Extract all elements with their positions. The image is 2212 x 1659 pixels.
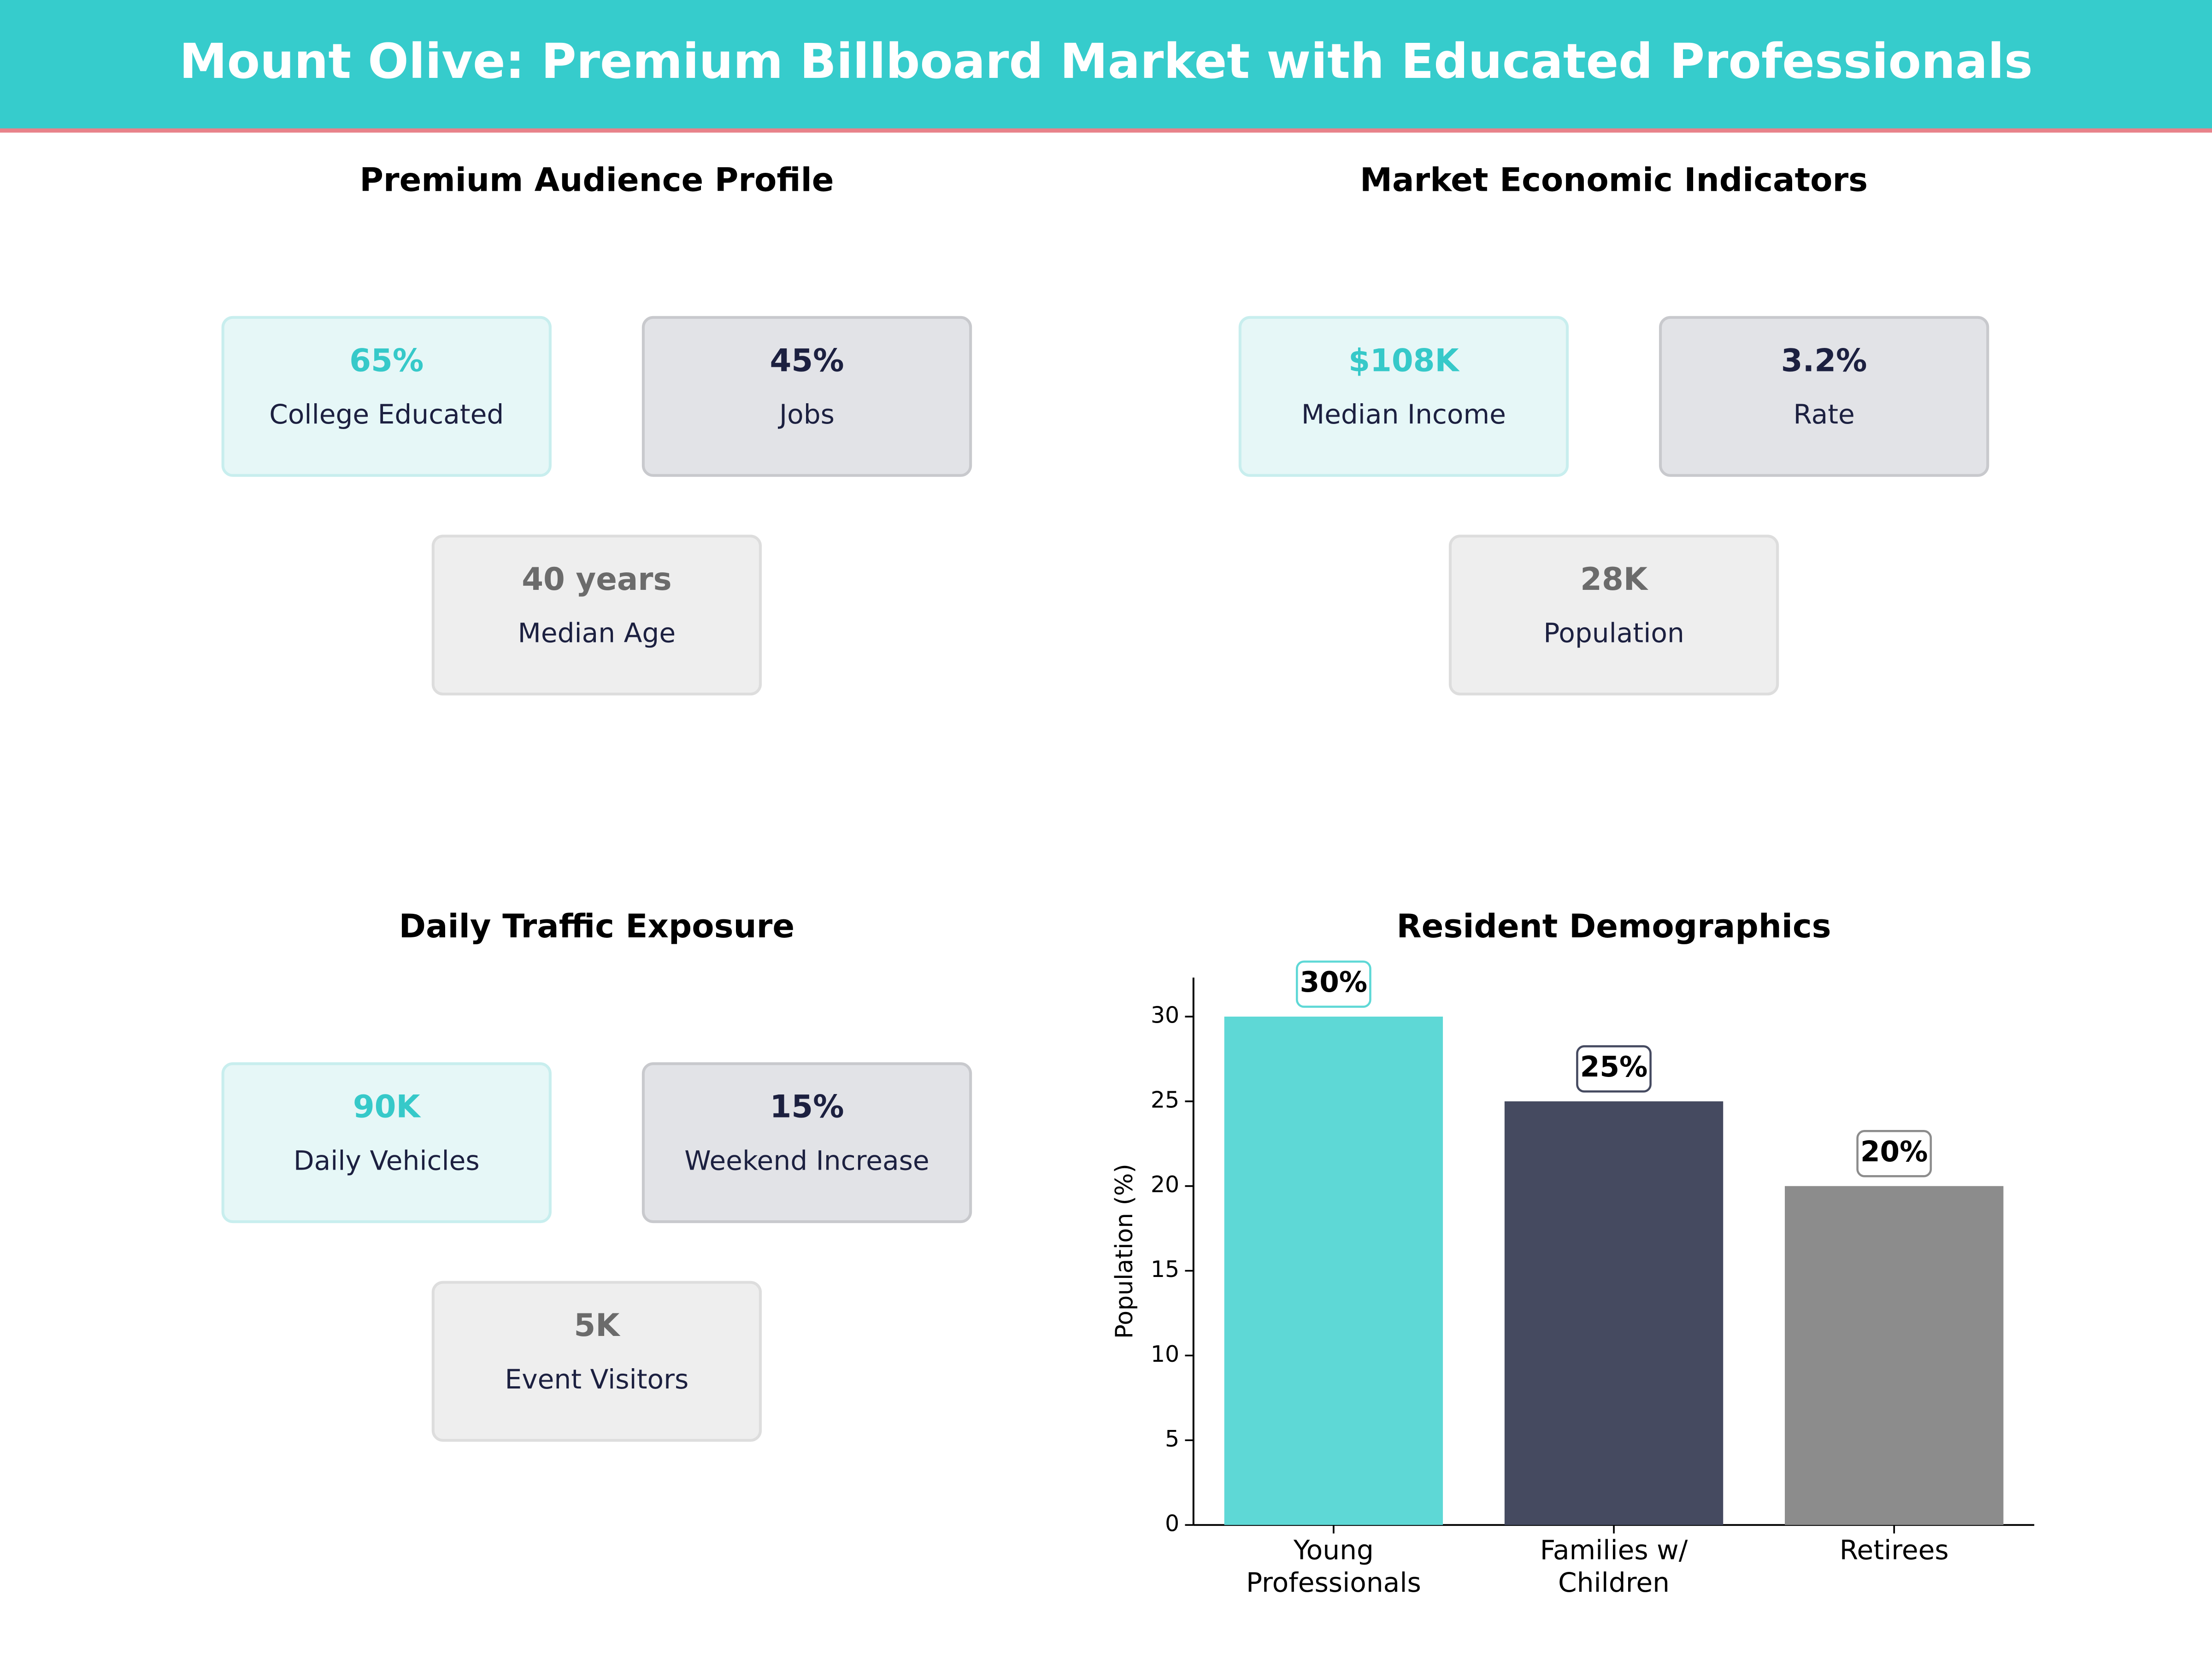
panel-title: Market Economic Indicators: [1360, 161, 1868, 199]
header-bar: [0, 0, 2212, 130]
metric-value: $108K: [1348, 342, 1460, 378]
x-tick-label: Retirees: [1840, 1534, 1949, 1565]
y-tick-label: 30: [1151, 1002, 1179, 1029]
panel-title: Daily Traffic Exposure: [399, 907, 795, 945]
page-title: Mount Olive: Premium Billboard Market wi…: [179, 33, 2033, 89]
metric-value: 90K: [353, 1088, 422, 1125]
y-tick-label: 0: [1165, 1511, 1179, 1537]
metric-label: Event Visitors: [505, 1364, 688, 1395]
value-label: 25%: [1580, 1051, 1648, 1083]
metric-label: Population: [1543, 618, 1684, 649]
metric-card: [1448, 535, 1779, 696]
metric-card: [641, 1062, 972, 1224]
value-label-box: [1295, 960, 1371, 1008]
metric-card: [431, 535, 762, 696]
y-tick-label: 10: [1151, 1341, 1179, 1367]
y-tick-label: 25: [1151, 1087, 1179, 1113]
metric-value: 15%: [770, 1088, 844, 1125]
metric-value: 40 years: [522, 561, 671, 597]
metric-label: Jobs: [777, 399, 835, 430]
metric-value: 45%: [770, 342, 844, 378]
y-tick-label: 5: [1165, 1426, 1179, 1452]
value-label-box: [1856, 1130, 1932, 1177]
value-label-box: [1576, 1045, 1652, 1093]
header-rule: [0, 128, 2212, 133]
metric-label: Rate: [1793, 399, 1854, 430]
metric-value: 28K: [1580, 561, 1649, 597]
metric-label: Median Age: [518, 618, 676, 649]
chart-title: Resident Demographics: [1396, 907, 1831, 945]
y-tick-label: 20: [1151, 1171, 1179, 1198]
x-tick-label: Families w/Children: [1540, 1534, 1688, 1598]
metric-label: College Educated: [269, 399, 504, 430]
metric-label: Weekend Increase: [684, 1145, 929, 1177]
metric-value: 3.2%: [1781, 342, 1867, 378]
metric-card: [1659, 316, 1989, 477]
metric-card: [431, 1281, 762, 1442]
y-axis-label: Population (%): [1111, 1164, 1138, 1339]
metric-value: 5K: [574, 1307, 621, 1343]
metric-card: [1238, 316, 1569, 477]
panel-title: Premium Audience Profile: [359, 161, 834, 199]
metric-label: Median Income: [1301, 399, 1506, 430]
metric-card: [641, 316, 972, 477]
y-tick-label: 15: [1151, 1256, 1179, 1282]
value-label: 20%: [1860, 1135, 1928, 1168]
metric-card: [221, 316, 552, 477]
bar: [1504, 1101, 1724, 1525]
metric-label: Daily Vehicles: [294, 1145, 480, 1177]
metric-card: [221, 1062, 552, 1224]
bar: [1224, 1017, 1443, 1525]
metric-value: 65%: [349, 342, 424, 378]
bar: [1785, 1186, 2004, 1525]
value-label: 30%: [1300, 966, 1368, 999]
x-tick-label: Young Professionals: [1246, 1534, 1421, 1598]
